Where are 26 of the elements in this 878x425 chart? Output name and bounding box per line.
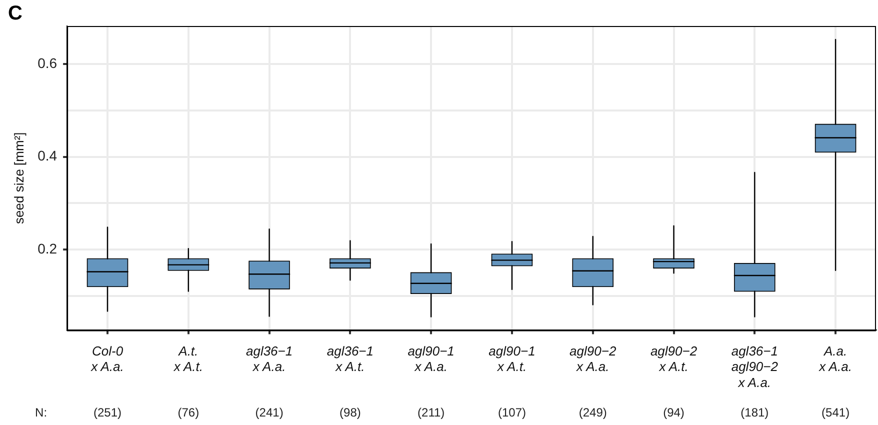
text: (76)	[178, 405, 200, 420]
text: (241)	[255, 405, 284, 420]
text: (98)	[340, 405, 361, 420]
text: (107)	[498, 405, 526, 420]
y-tick-label: 0.4	[38, 148, 58, 164]
chart-title: C	[8, 2, 22, 25]
x-tick-label: agl90−1 x A.t.	[488, 344, 536, 374]
text: (94)	[663, 405, 684, 420]
x-tick-label: Col-0 x A.a.	[90, 344, 124, 374]
x-tick-label: agl90−2 x A.a.	[570, 344, 617, 374]
text: (541)	[822, 405, 850, 420]
x-tick-label: agl90−1 x A.a.	[408, 344, 454, 374]
y-tick-label: 0.2	[38, 240, 58, 256]
text: (181)	[740, 405, 769, 420]
x-tick-label: agl36−1 agl90−2 x A.a.	[731, 344, 779, 390]
x-tick-label: A.a. x A.a.	[818, 344, 852, 374]
text: (251)	[94, 405, 122, 420]
text: (211)	[418, 405, 445, 420]
x-tick-label: agl36−1 x A.a.	[246, 344, 293, 374]
y-axis-title: seed size [mm²]	[11, 132, 26, 224]
text: (249)	[578, 405, 607, 420]
x-tick-label: agl90−2 x A.t.	[650, 344, 698, 374]
x-tick-label: agl36−1 x A.t.	[326, 344, 374, 374]
text: N:	[35, 405, 48, 420]
x-tick-label: A.t. x A.t.	[172, 344, 203, 374]
y-tick-label: 0.6	[38, 54, 58, 71]
